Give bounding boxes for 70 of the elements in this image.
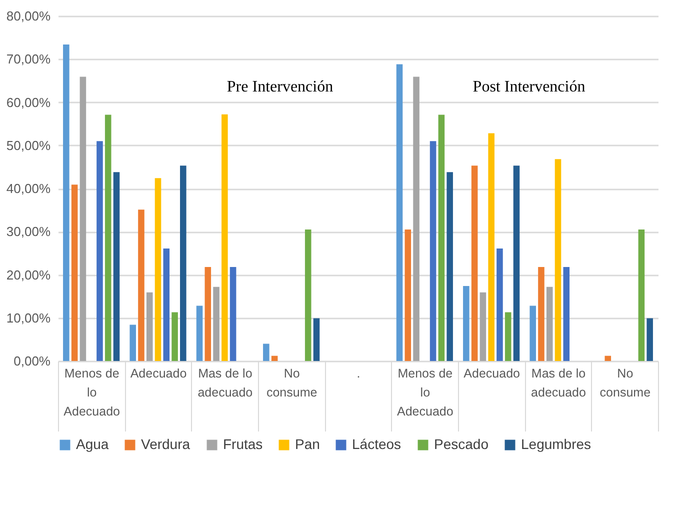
bar (463, 286, 470, 361)
x-tick-label: Menos de lo Adecuado (64, 366, 120, 418)
bar (113, 172, 120, 361)
y-tick-label: 30,00% (6, 224, 51, 240)
bar (146, 292, 153, 361)
bar (172, 312, 178, 361)
bar (513, 166, 520, 361)
x-tick-label: No consume (266, 366, 318, 400)
bar (413, 76, 420, 361)
bar (204, 266, 212, 361)
bar (271, 356, 278, 361)
y-tick-label: 60,00% (6, 94, 51, 110)
y-tick-label: 70,00% (6, 52, 51, 67)
annotation: Post Intervención (472, 78, 586, 96)
bar (63, 44, 70, 361)
bar (96, 141, 103, 361)
bar (604, 356, 612, 361)
y-tick-label: 80,00% (6, 8, 51, 24)
annotation: Pre Intervención (226, 78, 334, 96)
x-tick-label: . (356, 366, 360, 380)
bar (554, 159, 562, 361)
legend-label: Pescado (434, 436, 489, 452)
bar (446, 172, 453, 361)
bar (304, 229, 312, 361)
bar (263, 344, 270, 361)
y-tick-label: 10,00% (6, 310, 51, 326)
bar (404, 229, 412, 361)
bar (638, 229, 645, 361)
y-tick-label: 40,00% (6, 181, 51, 196)
bar (130, 324, 136, 361)
legend-label: Legumbres (521, 436, 592, 452)
bar (530, 306, 536, 361)
legend-label: Frutas (223, 436, 263, 452)
bar (222, 114, 228, 361)
bar (438, 114, 445, 361)
bar (213, 286, 220, 361)
bar (71, 184, 78, 361)
bar (230, 266, 236, 361)
legend-label: Verdura (141, 436, 190, 452)
bar (646, 318, 653, 361)
y-tick-label: 20,00% (6, 267, 51, 282)
legend-label: Agua (76, 436, 109, 452)
x-tick-label: Menos de lo Adecuado (397, 366, 454, 418)
bar (163, 248, 170, 361)
legend-label: Lácteos (352, 436, 402, 452)
x-tick-label: Adecuado (130, 366, 187, 380)
bar (538, 266, 544, 361)
bar (471, 166, 478, 361)
bar (313, 318, 320, 361)
bar (80, 76, 86, 361)
x-tick-label: Adecuado (464, 366, 520, 380)
bar (488, 133, 494, 361)
x-tick-label: Mas de lo adecuado (531, 366, 586, 400)
bar (480, 292, 486, 361)
bar (496, 248, 503, 361)
bar (430, 141, 436, 361)
bar (563, 266, 570, 361)
x-tick-label: No consume (600, 366, 651, 400)
bar (154, 178, 162, 361)
bar (196, 306, 203, 361)
bar (180, 166, 186, 361)
y-tick-label: 50,00% (6, 138, 51, 153)
bar (504, 312, 512, 361)
x-tick-label: Mas de lo adecuado (198, 366, 253, 400)
bar (138, 210, 144, 361)
legend-label: Pan (295, 436, 320, 452)
bar (396, 64, 403, 361)
y-tick-label: 0,00% (14, 354, 51, 368)
bar (104, 114, 112, 361)
bar (546, 286, 553, 361)
